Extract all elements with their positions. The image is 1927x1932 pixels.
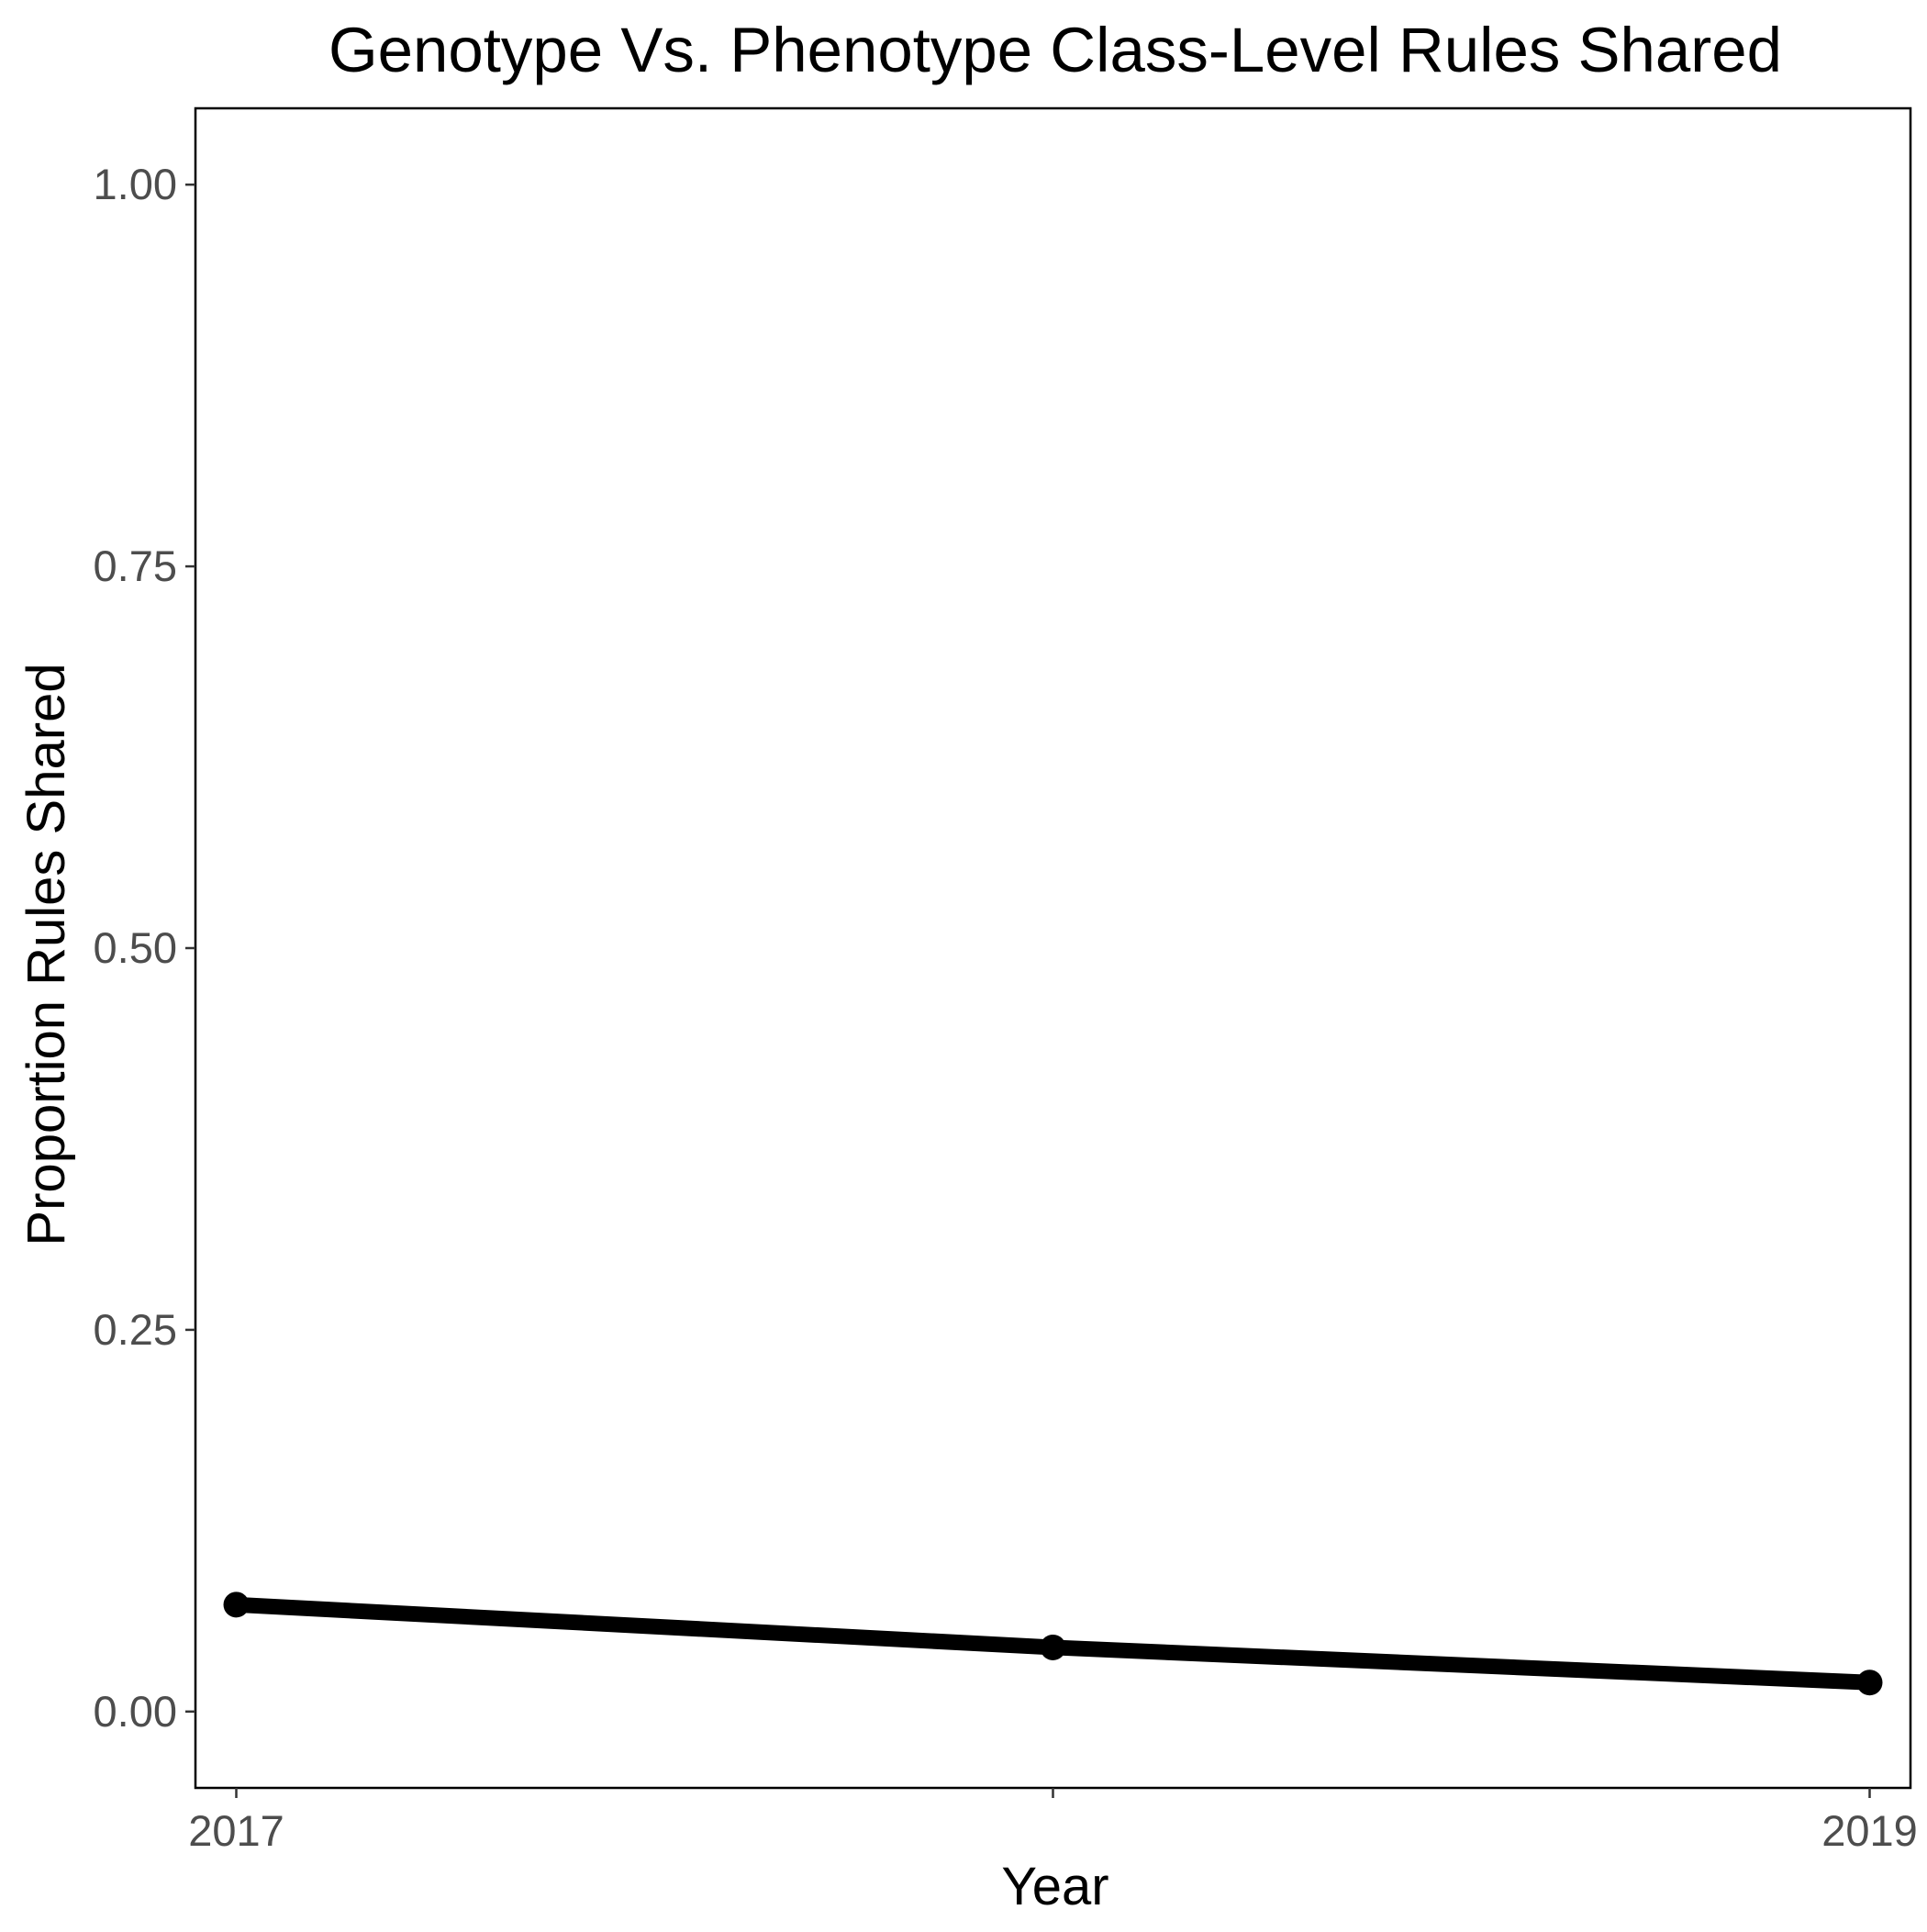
x-axis-title: Year <box>1001 1857 1108 1916</box>
y-tick-label: 0.50 <box>94 923 177 972</box>
y-tick-label: 0.75 <box>94 542 177 590</box>
data-point <box>1856 1670 1883 1696</box>
y-tick-label: 1.00 <box>94 160 177 208</box>
data-point <box>223 1591 250 1618</box>
plot-area: 0.00 0.25 0.50 0.75 1.00 2017 2019 <box>94 106 1918 1855</box>
chart-title: Genotype Vs. Phenotype Class-Level Rules… <box>329 15 1782 85</box>
y-tick-label: 0.25 <box>94 1305 177 1354</box>
x-tick-label: 2019 <box>1821 1806 1918 1855</box>
data-point <box>1040 1634 1066 1660</box>
y-tick-label: 0.00 <box>94 1687 177 1736</box>
x-tick-label: 2017 <box>188 1806 284 1855</box>
y-axis-title: Proportion Rules Shared <box>17 663 76 1245</box>
plot-border <box>194 106 1912 1790</box>
